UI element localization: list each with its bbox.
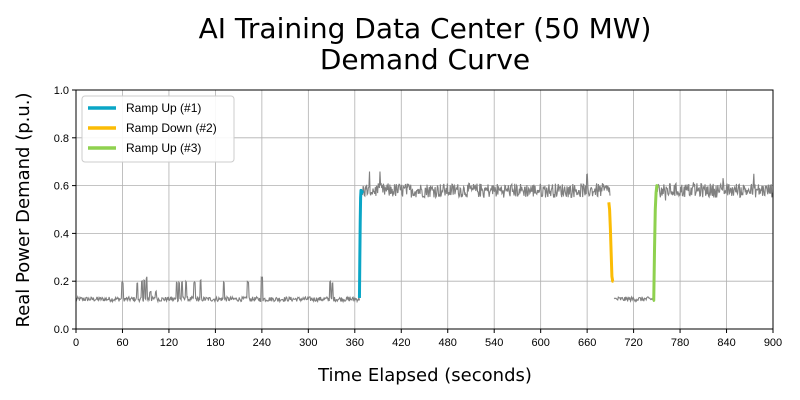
y-tick-label: 0.0 [54, 324, 69, 336]
baseline-segment [656, 173, 774, 201]
chart-title-line1: AI Training Data Center (50 MW) [199, 12, 652, 45]
y-axis-label: Real Power Demand (p.u.) [13, 92, 34, 327]
baseline-segment [75, 276, 360, 304]
x-tick-label: 300 [299, 337, 317, 349]
y-axis-ticks: 0.0 0.2 0.4 0.6 0.8 1.0 [54, 85, 76, 336]
x-tick-label: 840 [717, 337, 735, 349]
x-tick-label: 600 [531, 337, 549, 349]
x-tick-label: 720 [624, 337, 642, 349]
ramp-series-line-3 [652, 184, 660, 302]
x-tick-label: 60 [116, 337, 128, 349]
x-axis-ticks: 0 60 120 180 240 300 360 420 480 540 600 660 720 780 8… [73, 329, 782, 349]
x-tick-label: 420 [392, 337, 410, 349]
baseline-segment [361, 171, 611, 200]
y-tick-label: 0.8 [54, 133, 69, 145]
legend: Ramp Up (#1) Ramp Down (#2) Ramp Up (#3) [81, 95, 235, 163]
legend-label: Ramp Up (#1) [126, 101, 201, 115]
legend-label: Ramp Down (#2) [126, 121, 217, 135]
chart-title-line2: Demand Curve [320, 43, 530, 76]
x-tick-label: 360 [346, 337, 364, 349]
baseline-demand-series [75, 171, 774, 304]
x-tick-label: 0 [73, 337, 79, 349]
legend-label: Ramp Up (#3) [126, 141, 201, 155]
x-tick-label: 900 [764, 337, 782, 349]
y-tick-label: 0.4 [54, 228, 69, 240]
x-axis-label: Time Elapsed (seconds) [317, 365, 532, 386]
x-tick-label: 780 [671, 337, 689, 349]
ramp-series-line-2 [607, 202, 615, 283]
y-tick-label: 0.2 [54, 276, 69, 288]
x-tick-label: 480 [439, 337, 457, 349]
y-tick-label: 1.0 [54, 85, 69, 97]
x-tick-label: 240 [253, 337, 271, 349]
baseline-segment [613, 295, 655, 303]
x-tick-label: 180 [206, 337, 224, 349]
ramp-series [357, 184, 660, 302]
plot-frame [75, 89, 774, 330]
chart-titles: AI Training Data Center (50 MW) Demand C… [199, 12, 652, 76]
x-tick-label: 540 [485, 337, 503, 349]
legend-box [81, 95, 235, 163]
y-tick-label: 0.6 [54, 181, 69, 193]
x-tick-label: 660 [578, 337, 596, 349]
x-tick-label: 120 [160, 337, 178, 349]
ramp-series-line-1 [357, 188, 364, 298]
